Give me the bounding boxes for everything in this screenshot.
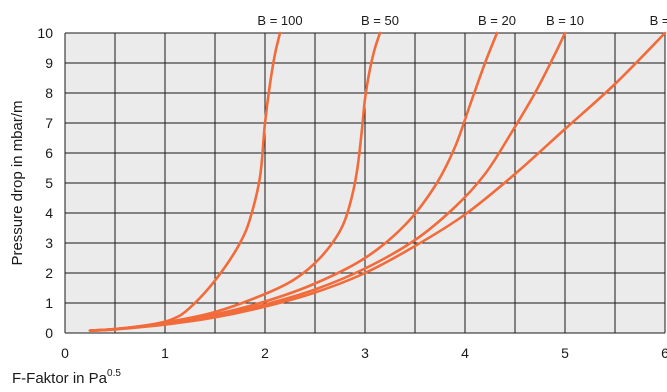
x-tick-label: 2 — [261, 345, 269, 361]
y-axis-title: Pressure drop in mbar/m — [9, 100, 26, 265]
series-label: B = 2 — [650, 13, 667, 28]
y-tick-label: 9 — [45, 55, 53, 71]
series-label: B = 10 — [546, 13, 584, 28]
y-tick-labels: 0 1 2 3 4 5 6 7 8 9 10 — [37, 25, 53, 341]
y-tick-label: 10 — [37, 25, 53, 41]
y-tick-label: 8 — [45, 85, 53, 101]
x-tick-label: 1 — [161, 345, 169, 361]
x-tick-labels: 0 1 2 3 4 5 6 — [61, 345, 667, 361]
series-label: B = 50 — [361, 13, 399, 28]
y-tick-label: 0 — [45, 325, 53, 341]
x-axis-title: F-Faktor in Pa0.5 — [12, 368, 121, 387]
y-tick-label: 6 — [45, 145, 53, 161]
series-labels: B = 100 B = 50 B = 20 B = 10 B = 2 — [257, 13, 667, 28]
x-tick-label: 5 — [561, 345, 569, 361]
series-curve — [88, 31, 667, 332]
y-tick-label: 1 — [45, 295, 53, 311]
x-tick-label: 3 — [361, 345, 369, 361]
y-tick-label: 2 — [45, 265, 53, 281]
x-axis-title-main: F-Faktor in Pa — [12, 370, 108, 387]
series-label: B = 100 — [257, 13, 302, 28]
series-curves — [88, 31, 667, 332]
y-tick-label: 5 — [45, 175, 53, 191]
y-tick-label: 7 — [45, 115, 53, 131]
series-label: B = 20 — [478, 13, 516, 28]
x-tick-label: 6 — [661, 345, 667, 361]
y-tick-label: 4 — [45, 205, 53, 221]
y-tick-label: 3 — [45, 235, 53, 251]
x-tick-label: 0 — [61, 345, 69, 361]
x-tick-label: 4 — [461, 345, 469, 361]
x-axis-title-superscript: 0.5 — [107, 368, 121, 379]
